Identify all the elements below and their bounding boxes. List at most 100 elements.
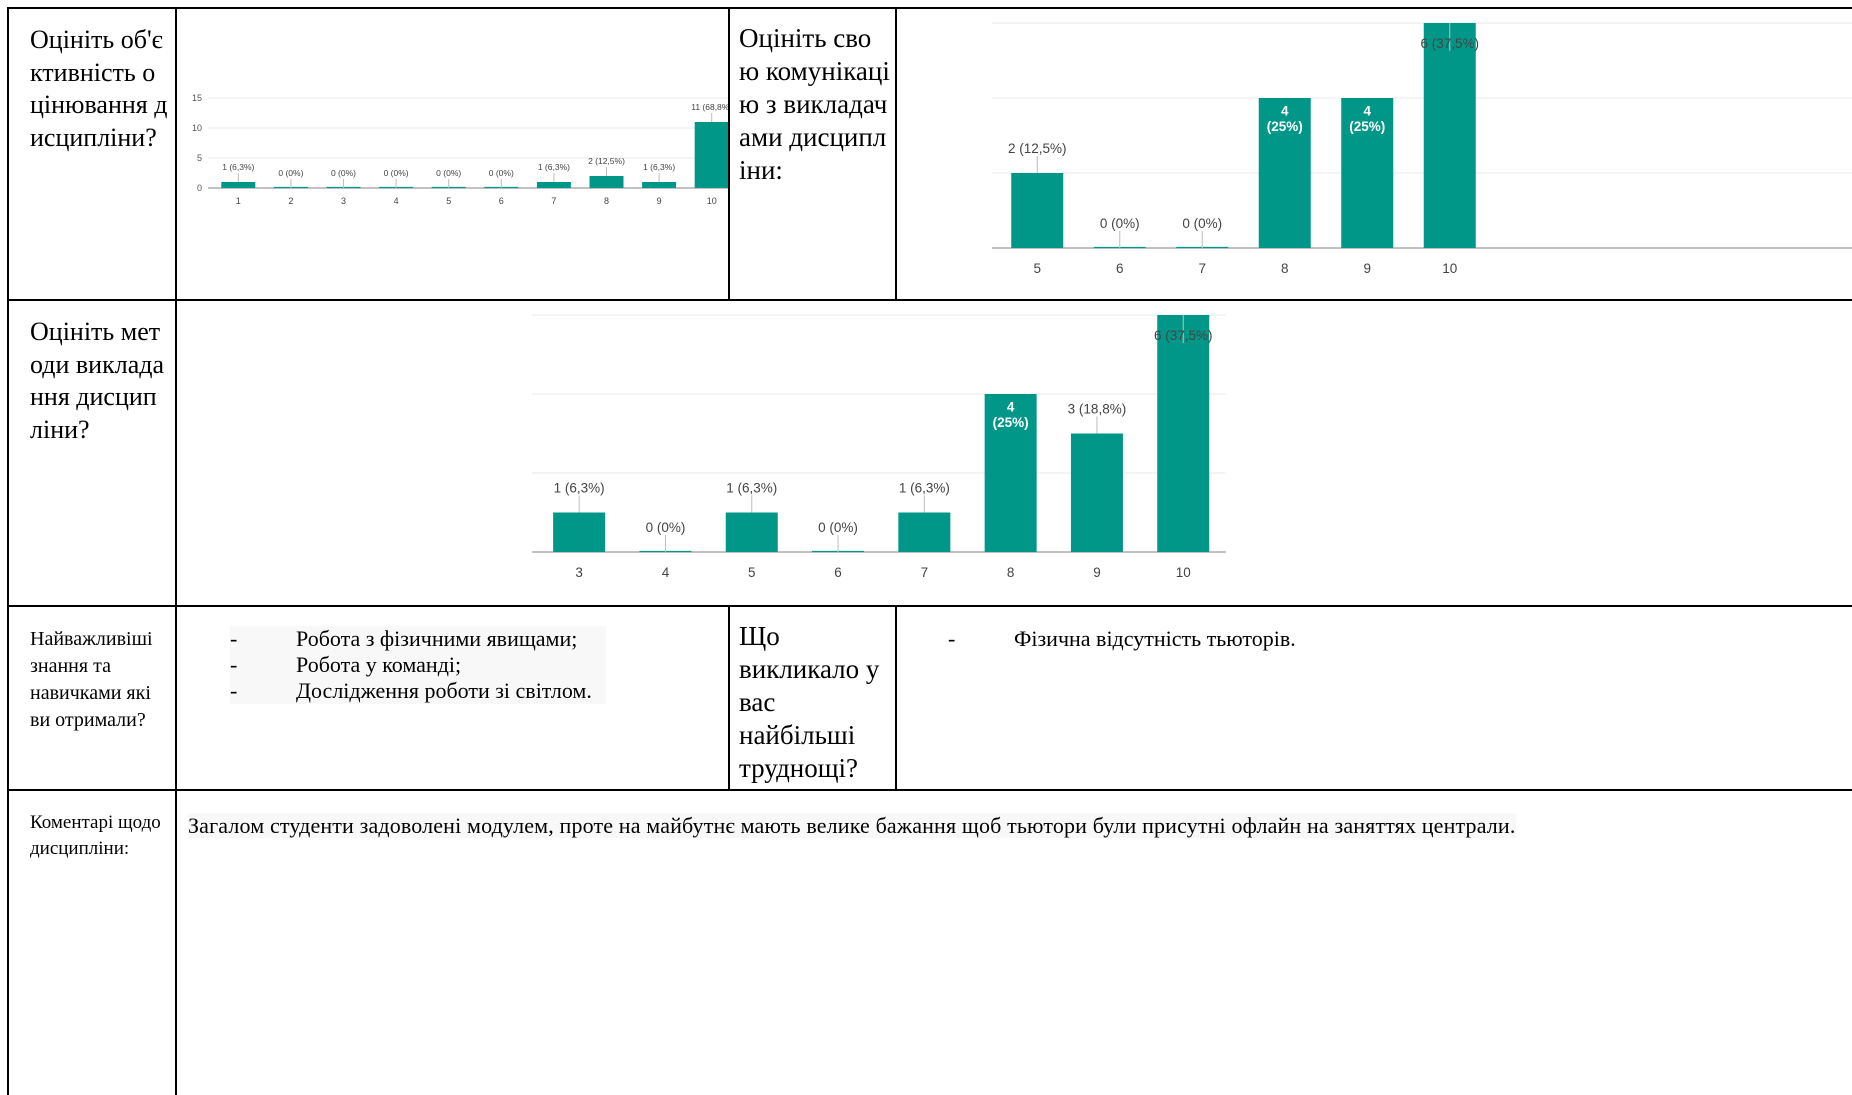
x-tick-label: 10 [707,196,717,206]
list-item-text: Фізична відсутність тьюторів. [1014,626,1296,651]
x-tick-label: 8 [604,196,609,206]
chart-communication-svg: 5 2 (12,5%) 6 0 (0%) 7 0 (0%) 8 4 (25%) 9 4 (25%) 10… [992,22,1852,276]
x-tick-label: 8 [1281,261,1289,276]
data-label: 0 (0%) [1100,216,1140,231]
chart-objectivity: 0 5 10 15 1 1 (6,3%) 2 0 (0%) 3 0 (0%) 4 0 (0%) 5 0 (… [176,8,729,300]
table-border-left [7,7,9,1095]
y-tick-label: 0 [197,183,202,193]
x-tick-label: 6 [1116,261,1124,276]
knowledge-question-label: Найважливіші знання та навичками які ви … [30,628,153,731]
data-label: 4 (25%) [1267,104,1303,135]
data-label: 1 (6,3%) [643,162,675,172]
list-item: - Робота з фізичними явищами; [230,626,578,651]
data-label: 0 (0%) [818,520,858,535]
data-label: 0 (0%) [278,168,303,178]
comments-text-content: Загалом студенти задоволені модулем, про… [188,813,1516,838]
comments-text: Загалом студенти задоволені модулем, про… [176,790,1852,1095]
table-border-row3 [7,789,1852,791]
table-border-col1 [175,7,177,1095]
chart-objectivity-svg: 0 5 10 15 1 1 (6,3%) 2 0 (0%) 3 0 (0%) 4 0 (0%) 5 0 (… [192,93,729,206]
y-tick-label: 5 [197,153,202,163]
x-tick-label: 9 [657,196,662,206]
x-tick-label: 10 [1176,565,1191,580]
data-label: 2 (12,5%) [588,156,625,166]
chart-communication: 5 2 (12,5%) 6 0 (0%) 7 0 (0%) 8 4 (25%) 9 4 (25%) 10… [896,8,1852,300]
chart-bar [536,182,571,188]
question-methods-label: Оцініть методи викладання дисципліни? [30,317,164,444]
x-tick-label: 6 [499,196,504,206]
table-border-col2-r3 [728,605,730,790]
table-border-row1 [7,299,1852,301]
data-label: 4 (25%) [993,400,1029,431]
chart-bar [898,512,951,552]
chart-bar [984,394,1037,552]
x-tick-label: 4 [394,196,399,206]
table-border-col3-r1 [895,7,897,300]
chart-bar [1258,98,1311,248]
chart-bar [221,182,256,188]
difficulty-list: - Фізична відсутність тьюторів. [948,626,1852,652]
x-tick-label: 4 [662,565,670,580]
chart-methods: 3 1 (6,3%) 4 0 (0%) 5 1 (6,3%) 6 0 (0%) 7 1 (6,3%… [176,300,1852,606]
y-tick-label: 15 [192,93,202,103]
data-label: 1 (6,3%) [222,162,254,172]
x-tick-label: 5 [446,196,451,206]
list-item: - Робота у команді; [230,652,462,677]
x-tick-label: 9 [1363,261,1371,276]
x-tick-label: 8 [1007,565,1015,580]
data-label: 0 (0%) [646,520,686,535]
chart-gridlines: 0 5 10 15 [192,93,729,193]
x-tick-label: 5 [748,565,756,580]
chart-bar [694,122,729,188]
data-label: 4 (25%) [1349,104,1385,135]
data-label: 11 (68,8%) [691,102,729,112]
table-border-top [7,7,1852,9]
list-item-text: Дослідження роботи зі світлом. [296,678,592,703]
data-label: 1 (6,3%) [554,481,605,496]
data-label: 1 (6,3%) [899,481,950,496]
x-tick-label: 7 [551,196,556,206]
table-border-col2-r1 [728,7,730,300]
list-item: - Фізична відсутність тьюторів. [948,626,1296,651]
chart-methods-svg: 3 1 (6,3%) 4 0 (0%) 5 1 (6,3%) 6 0 (0%) 7 1 (6,3%… [532,314,1226,580]
x-tick-label: 6 [834,565,842,580]
knowledge-list: - Робота з фізичними явищами; - Робота у к… [230,626,606,704]
chart-bar [1011,173,1064,248]
data-label: 0 (0%) [331,168,356,178]
data-label: 1 (6,3%) [538,162,570,172]
list-item-text: Робота з фізичними явищами; [296,626,578,651]
table-border-col3-r3 [895,605,897,790]
table-border-row2 [7,605,1852,607]
difficulty-question-label: Що викликало у вас найбільші труднощі? [739,621,880,783]
x-tick-label: 10 [1442,261,1457,276]
question-objectivity-label: Оцініть об'єктивність оцінювання дисципл… [30,25,168,152]
data-label: 3 (18,8%) [1068,402,1127,417]
chart-bar [553,512,606,552]
chart-bar [589,176,624,188]
x-tick-label: 7 [921,565,929,580]
x-tick-label: 3 [575,565,583,580]
x-tick-label: 9 [1093,565,1101,580]
list-item: - Дослідження роботи зі світлом. [230,678,592,703]
x-tick-label: 5 [1033,261,1041,276]
chart-bar [1070,433,1123,552]
chart-gridlines [992,22,1852,249]
x-tick-label: 2 [288,196,293,206]
data-label: 0 (0%) [489,168,514,178]
data-label: 6 (37,5%) [1154,328,1213,343]
chart-bar [1157,315,1210,552]
data-label: 2 (12,5%) [1008,141,1067,156]
data-label: 0 (0%) [384,168,409,178]
knowledge-answers: - Робота з фізичними явищами; - Робота у к… [176,606,729,790]
x-tick-label: 1 [236,196,241,206]
difficulty-answers: - Фізична відсутність тьюторів. [896,606,1852,790]
y-tick-label: 10 [192,123,202,133]
chart-bar [1423,23,1476,248]
data-label: 0 (0%) [1182,216,1222,231]
data-label: 0 (0%) [436,168,461,178]
data-label: 1 (6,3%) [726,481,777,496]
list-item-text: Робота у команді; [296,652,462,677]
chart-bar [1341,98,1394,248]
x-tick-label: 7 [1198,261,1206,276]
